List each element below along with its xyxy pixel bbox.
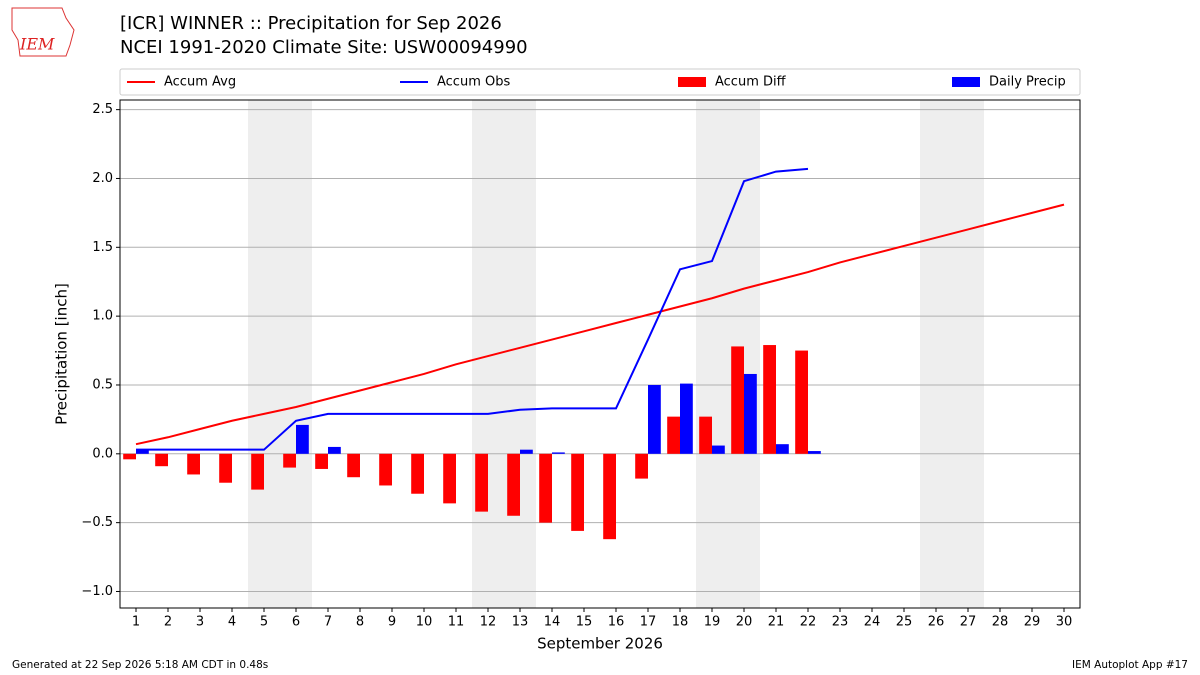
bar bbox=[648, 384, 661, 454]
bar bbox=[328, 446, 341, 454]
x-tick-label: 5 bbox=[260, 615, 268, 630]
x-tick-label: 24 bbox=[864, 615, 881, 630]
weekend-band bbox=[952, 100, 984, 608]
y-axis-label: Precipitation [inch] bbox=[53, 283, 71, 425]
bar bbox=[283, 453, 296, 468]
x-tick-label: 25 bbox=[896, 615, 913, 630]
chart-title: [ICR] WINNER :: Precipitation for Sep 20… bbox=[120, 13, 502, 34]
x-axis-label: September 2026 bbox=[537, 635, 663, 653]
logo: IEM bbox=[11, 7, 75, 57]
legend-swatch bbox=[952, 77, 980, 87]
legend-swatch bbox=[678, 77, 706, 87]
y-tick-label: −1.0 bbox=[81, 584, 113, 599]
bar bbox=[603, 453, 616, 540]
x-tick-label: 3 bbox=[196, 615, 204, 630]
y-tick-label: 1.0 bbox=[92, 309, 113, 324]
y-tick-label: 0.0 bbox=[92, 446, 113, 461]
footer-right: IEM Autoplot App #17 bbox=[1072, 659, 1188, 671]
bar bbox=[475, 453, 488, 512]
x-tick-label: 12 bbox=[480, 615, 497, 630]
x-tick-label: 7 bbox=[324, 615, 332, 630]
bar bbox=[763, 345, 776, 454]
x-tick-label: 29 bbox=[1024, 615, 1041, 630]
legend-label: Accum Avg bbox=[164, 75, 236, 90]
bar bbox=[795, 350, 808, 454]
bar bbox=[507, 453, 520, 516]
logo-text: IEM bbox=[19, 35, 55, 54]
bar bbox=[571, 453, 584, 531]
bar bbox=[520, 449, 533, 454]
x-tick-label: 30 bbox=[1056, 615, 1073, 630]
bar bbox=[136, 449, 149, 454]
weekend-band bbox=[248, 100, 280, 608]
x-tick-label: 16 bbox=[608, 615, 625, 630]
bar bbox=[776, 444, 789, 454]
y-tick-label: −0.5 bbox=[81, 515, 113, 530]
bar bbox=[251, 453, 264, 490]
x-tick-label: 15 bbox=[576, 615, 593, 630]
bar bbox=[219, 453, 232, 483]
bar bbox=[347, 453, 360, 478]
weekend-band bbox=[920, 100, 952, 608]
footer-left: Generated at 22 Sep 2026 5:18 AM CDT in … bbox=[12, 659, 268, 671]
x-tick-label: 10 bbox=[416, 615, 433, 630]
bar bbox=[443, 453, 456, 504]
bar bbox=[712, 445, 725, 454]
bar bbox=[635, 453, 648, 479]
x-tick-label: 23 bbox=[832, 615, 849, 630]
x-tick-label: 13 bbox=[512, 615, 529, 630]
x-tick-label: 26 bbox=[928, 615, 945, 630]
x-tick-label: 4 bbox=[228, 615, 236, 630]
x-tick-label: 18 bbox=[672, 615, 689, 630]
x-tick-label: 2 bbox=[164, 615, 172, 630]
y-tick-label: 2.5 bbox=[92, 102, 113, 117]
bar bbox=[552, 452, 565, 454]
x-tick-label: 9 bbox=[388, 615, 396, 630]
x-tick-label: 1 bbox=[132, 615, 140, 630]
x-tick-label: 14 bbox=[544, 615, 561, 630]
logo-outline bbox=[11, 7, 75, 57]
bar bbox=[539, 453, 552, 523]
bar bbox=[155, 453, 168, 467]
y-tick-label: 1.5 bbox=[92, 240, 113, 255]
bar bbox=[315, 453, 328, 469]
bar bbox=[411, 453, 424, 494]
bar bbox=[744, 373, 757, 454]
bar bbox=[123, 453, 136, 460]
x-tick-label: 8 bbox=[356, 615, 364, 630]
bar bbox=[699, 416, 712, 454]
weekend-band bbox=[696, 100, 728, 608]
x-tick-label: 17 bbox=[640, 615, 657, 630]
x-tick-label: 22 bbox=[800, 615, 817, 630]
bar bbox=[296, 424, 309, 454]
bar bbox=[680, 383, 693, 454]
y-tick-label: 2.0 bbox=[92, 171, 113, 186]
legend-box bbox=[119, 68, 1081, 96]
x-tick-label: 11 bbox=[448, 615, 465, 630]
x-tick-label: 21 bbox=[768, 615, 785, 630]
y-tick-label: 0.5 bbox=[92, 377, 113, 392]
chart-subtitle: NCEI 1991-2020 Climate Site: USW00094990 bbox=[120, 37, 528, 58]
legend-label: Accum Diff bbox=[715, 75, 787, 90]
bar bbox=[731, 346, 744, 454]
x-tick-label: 6 bbox=[292, 615, 300, 630]
line bbox=[135, 203, 1065, 446]
x-tick-label: 28 bbox=[992, 615, 1009, 630]
bar bbox=[667, 416, 680, 454]
bar bbox=[808, 451, 821, 454]
line bbox=[136, 167, 809, 451]
plot-frame bbox=[119, 99, 1081, 609]
x-tick-label: 27 bbox=[960, 615, 977, 630]
bar bbox=[379, 453, 392, 486]
bar bbox=[187, 453, 200, 475]
legend-label: Accum Obs bbox=[437, 75, 510, 90]
x-tick-label: 20 bbox=[736, 615, 753, 630]
weekend-band bbox=[280, 100, 312, 608]
x-tick-label: 19 bbox=[704, 615, 721, 630]
legend-label: Daily Precip bbox=[989, 75, 1066, 90]
weekend-band bbox=[504, 100, 536, 608]
